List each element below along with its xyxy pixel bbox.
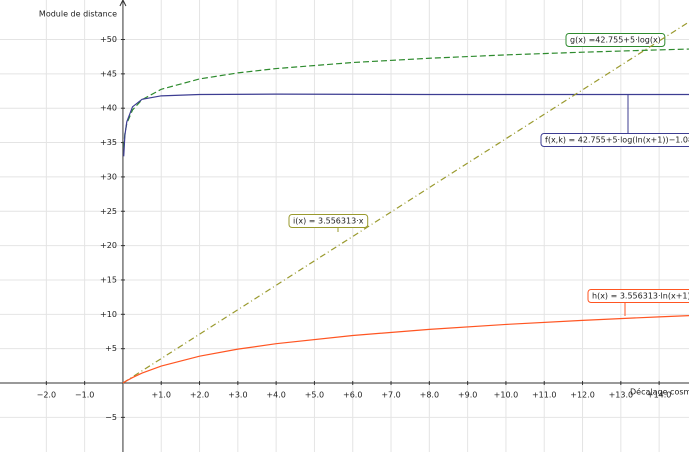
x-tick-label: +6.0 bbox=[343, 391, 362, 400]
x-tick-label: +2.0 bbox=[190, 391, 209, 400]
function-label-box bbox=[565, 33, 666, 47]
function-label: i(x) = 3.556313·x bbox=[293, 217, 364, 226]
x-tick-label: +14.0 bbox=[647, 391, 672, 400]
y-tick-label: +20 bbox=[100, 241, 117, 250]
y-tick-label: +45 bbox=[100, 69, 117, 78]
x-tick-label: +11.0 bbox=[532, 391, 557, 400]
function-curve bbox=[122, 21, 689, 384]
x-tick-label: +10.0 bbox=[494, 391, 519, 400]
x-tick-label: +3.0 bbox=[228, 391, 247, 400]
function-label: g(x) =42.755+5·log(x) bbox=[570, 36, 661, 45]
x-tick-label: +7.0 bbox=[381, 391, 400, 400]
function-label-box bbox=[288, 214, 369, 228]
x-tick-label: +1.0 bbox=[152, 391, 171, 400]
y-tick-label: +25 bbox=[100, 207, 117, 216]
y-axis-arrow bbox=[119, 0, 127, 7]
function-label-box bbox=[587, 289, 689, 303]
y-tick-label: +35 bbox=[100, 138, 117, 147]
y-tick-label: +50 bbox=[100, 35, 117, 44]
x-tick-label: +13.0 bbox=[609, 391, 634, 400]
y-tick-label: +30 bbox=[100, 172, 117, 181]
function-label: f(x,k) = 42.755+5·log(ln(x+1))−1.086·ln(… bbox=[545, 136, 689, 145]
function-curve bbox=[123, 48, 689, 148]
function-label: h(x) = 3.556313·ln(x+1) bbox=[592, 292, 689, 301]
x-tick-label: −2.0 bbox=[37, 391, 56, 400]
y-tick-label: +15 bbox=[100, 275, 117, 284]
x-tick-label: +9.0 bbox=[458, 391, 477, 400]
x-tick-label: −1.0 bbox=[75, 391, 94, 400]
y-axis-label: Module de distance bbox=[39, 10, 117, 19]
x-tick-label: +8.0 bbox=[420, 391, 439, 400]
x-axis-label: Décalage cosmique bbox=[630, 387, 689, 397]
function-curve bbox=[122, 315, 689, 384]
y-tick-label: −5 bbox=[105, 413, 117, 422]
function-label-box bbox=[540, 133, 689, 147]
y-tick-label: +40 bbox=[100, 104, 117, 113]
x-tick-label: +4.0 bbox=[266, 391, 285, 400]
y-tick-label: +10 bbox=[100, 310, 117, 319]
x-tick-label: +5.0 bbox=[305, 391, 324, 400]
function-curve bbox=[123, 93, 689, 157]
x-tick-label: +12.0 bbox=[570, 391, 595, 400]
y-tick-label: +5 bbox=[105, 344, 117, 353]
